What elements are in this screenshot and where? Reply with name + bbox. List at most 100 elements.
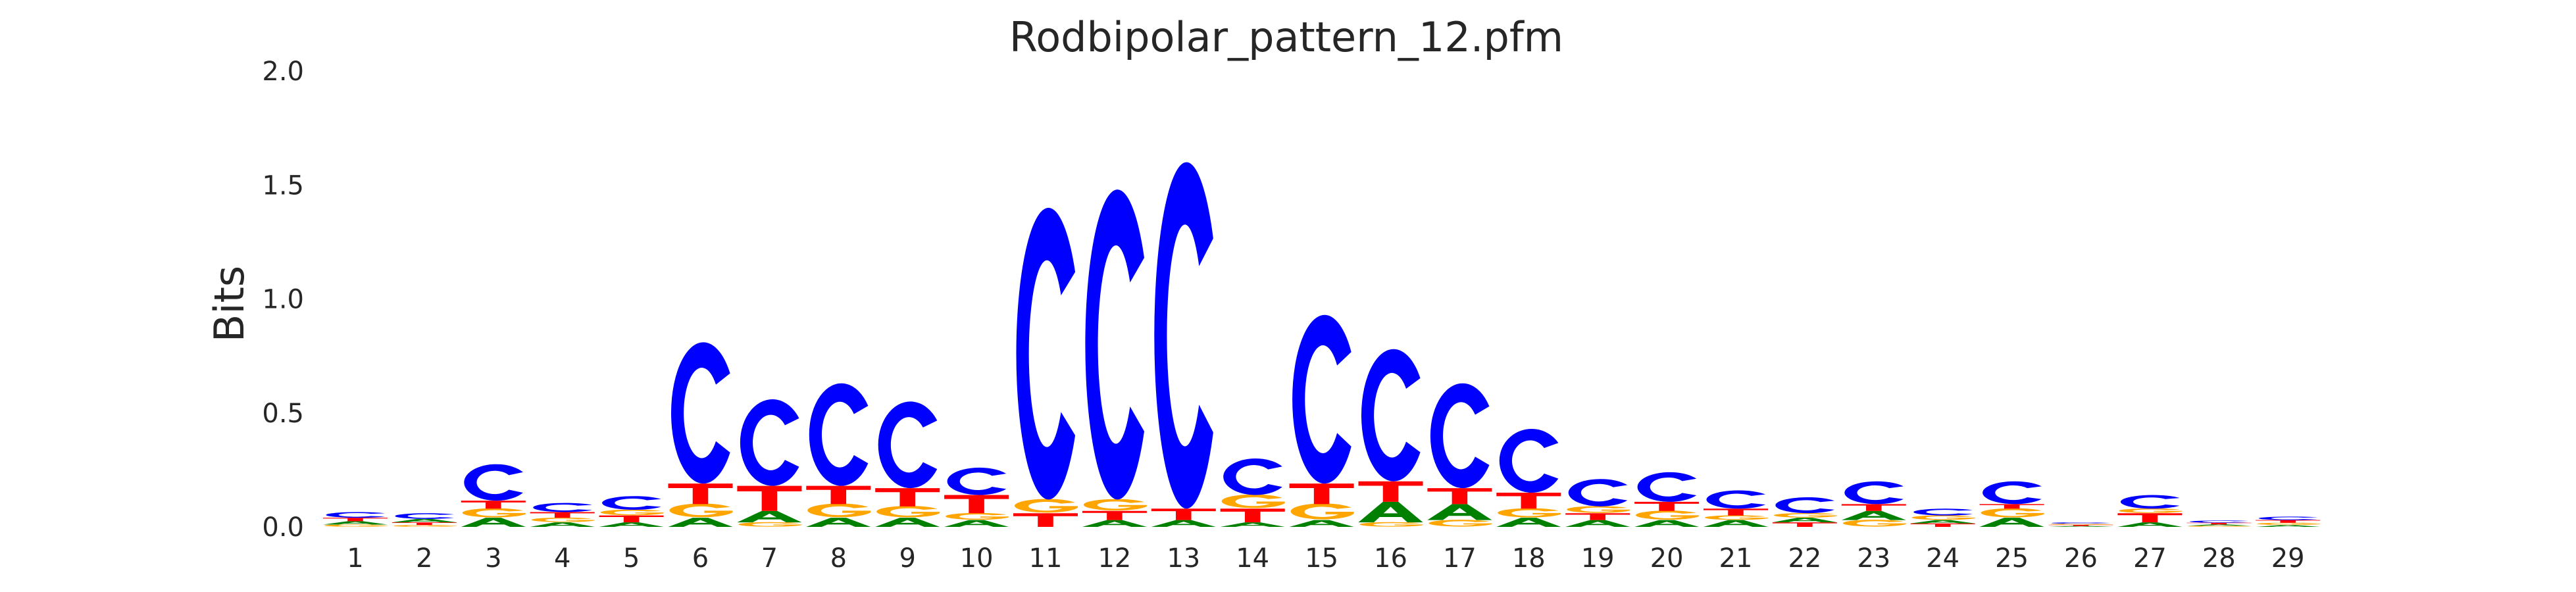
x-tick-label: 18 [1512, 543, 1546, 574]
y-tick-label: 0.5 [262, 399, 304, 429]
y-tick-label: 0.0 [262, 512, 304, 543]
logo-letter-G [876, 506, 940, 518]
logo-letter-T [737, 485, 802, 511]
logo-letter-C [326, 512, 386, 518]
logo-letter-A [1634, 520, 1700, 527]
logo-stack [2186, 520, 2252, 527]
y-axis-ticks: 0.0 0.5 1.0 1.5 2.0 [262, 57, 304, 543]
x-tick-label: 6 [692, 543, 709, 574]
x-tick-label: 15 [1305, 543, 1338, 574]
logo-letter-T [2048, 524, 2113, 526]
logo-letter-G [1221, 494, 1285, 508]
logo-stacks [323, 162, 2321, 527]
logo-stack [944, 467, 1009, 527]
x-tick-label: 17 [1443, 543, 1477, 574]
x-tick-label: 23 [1857, 543, 1890, 574]
logo-letter-T [530, 512, 595, 518]
logo-letter-A [1220, 522, 1285, 527]
logo-letter-G [2257, 522, 2321, 526]
logo-letter-T [1979, 504, 2044, 509]
logo-stack [1358, 349, 1423, 527]
logo-letter-A [1496, 518, 1561, 527]
x-tick-label: 26 [2064, 543, 2098, 574]
logo-letter-A [1565, 520, 1630, 527]
x-tick-label: 27 [2133, 543, 2167, 574]
logo-letter-C [1844, 481, 1904, 505]
logo-stack [2256, 516, 2321, 527]
logo-stack [737, 399, 802, 527]
logo-letter-C [1430, 383, 1490, 489]
logo-letter-G [1290, 503, 1354, 520]
logo-letter-T [2256, 520, 2321, 523]
logo-letter-A [1289, 520, 1354, 527]
logo-letter-C [740, 399, 799, 486]
logo-letter-G [1015, 499, 1078, 513]
logo-letter-C [1775, 497, 1834, 514]
y-tick-label: 1.5 [262, 170, 304, 201]
logo-letter-G [324, 524, 388, 527]
logo-letter-T [1772, 522, 1837, 527]
logo-letter-A [391, 518, 457, 523]
logo-letter-G [2050, 524, 2113, 525]
logo-letter-A [2186, 524, 2252, 526]
logo-letter-C [1016, 207, 1076, 500]
logo-letter-C [1292, 314, 1351, 484]
logo-letter-G [1773, 512, 1837, 518]
logo-letter-A [737, 510, 802, 523]
logo-letter-A [1082, 520, 1147, 527]
logo-letter-A [2117, 522, 2183, 527]
logo-letter-A [461, 518, 526, 527]
logo-stack [1910, 508, 1975, 527]
logo-letter-C [2120, 495, 2180, 509]
x-tick-label: 11 [1029, 543, 1063, 574]
logo-letter-C [1706, 490, 1766, 509]
logo-letter-A [668, 518, 733, 527]
x-tick-label: 10 [960, 543, 994, 574]
logo-stack [1013, 207, 1078, 527]
logo-letter-T [1358, 481, 1423, 502]
logo-letter-C [1913, 508, 1973, 516]
logo-letter-C [1499, 429, 1559, 493]
logo-letter-C [602, 496, 661, 510]
logo-letter-C [2258, 516, 2318, 520]
logo-letter-G [669, 503, 733, 518]
logo-letter-C [809, 383, 869, 486]
logo-letter-C [670, 342, 730, 484]
logo-letter-G [1567, 506, 1630, 513]
logo-letter-G [1498, 508, 1561, 518]
x-tick-label: 2 [416, 543, 432, 574]
logo-letter-G [393, 525, 457, 527]
logo-letter-A [1427, 504, 1492, 520]
logo-letter-G [738, 522, 802, 527]
logo-stack [875, 401, 940, 527]
logo-letter-A [1358, 501, 1423, 523]
logo-letter-A [806, 518, 871, 527]
logo-stack [806, 383, 871, 527]
logo-stack [1841, 481, 1906, 527]
logo-letter-G [531, 517, 595, 522]
x-tick-label: 9 [899, 543, 915, 574]
logo-letter-C [1223, 458, 1282, 495]
x-tick-label: 25 [1995, 543, 2029, 574]
logo-stack [2048, 522, 2113, 527]
logo-letter-C [1154, 162, 1213, 509]
logo-letter-G [462, 508, 526, 518]
logo-letter-A [1151, 520, 1216, 527]
logo-letter-T [1496, 493, 1561, 509]
logo-letter-G [1842, 520, 1906, 527]
logo-letter-G [2119, 508, 2183, 513]
y-axis-label: Bits [205, 266, 253, 342]
logo-letter-C [1085, 189, 1144, 500]
logo-letter-C [1361, 349, 1421, 481]
logo-letter-G [1911, 515, 1975, 520]
logo-letter-A [875, 518, 940, 527]
logo-stack [1634, 472, 1700, 527]
logo-letter-A [1979, 518, 2044, 527]
x-tick-label: 21 [1719, 543, 1753, 574]
logo-letter-C [878, 401, 938, 489]
logo-letter-T [2186, 522, 2252, 525]
logo-letter-T [944, 495, 1009, 514]
logo-letter-T [1289, 483, 1354, 505]
logo-stack [530, 503, 595, 527]
